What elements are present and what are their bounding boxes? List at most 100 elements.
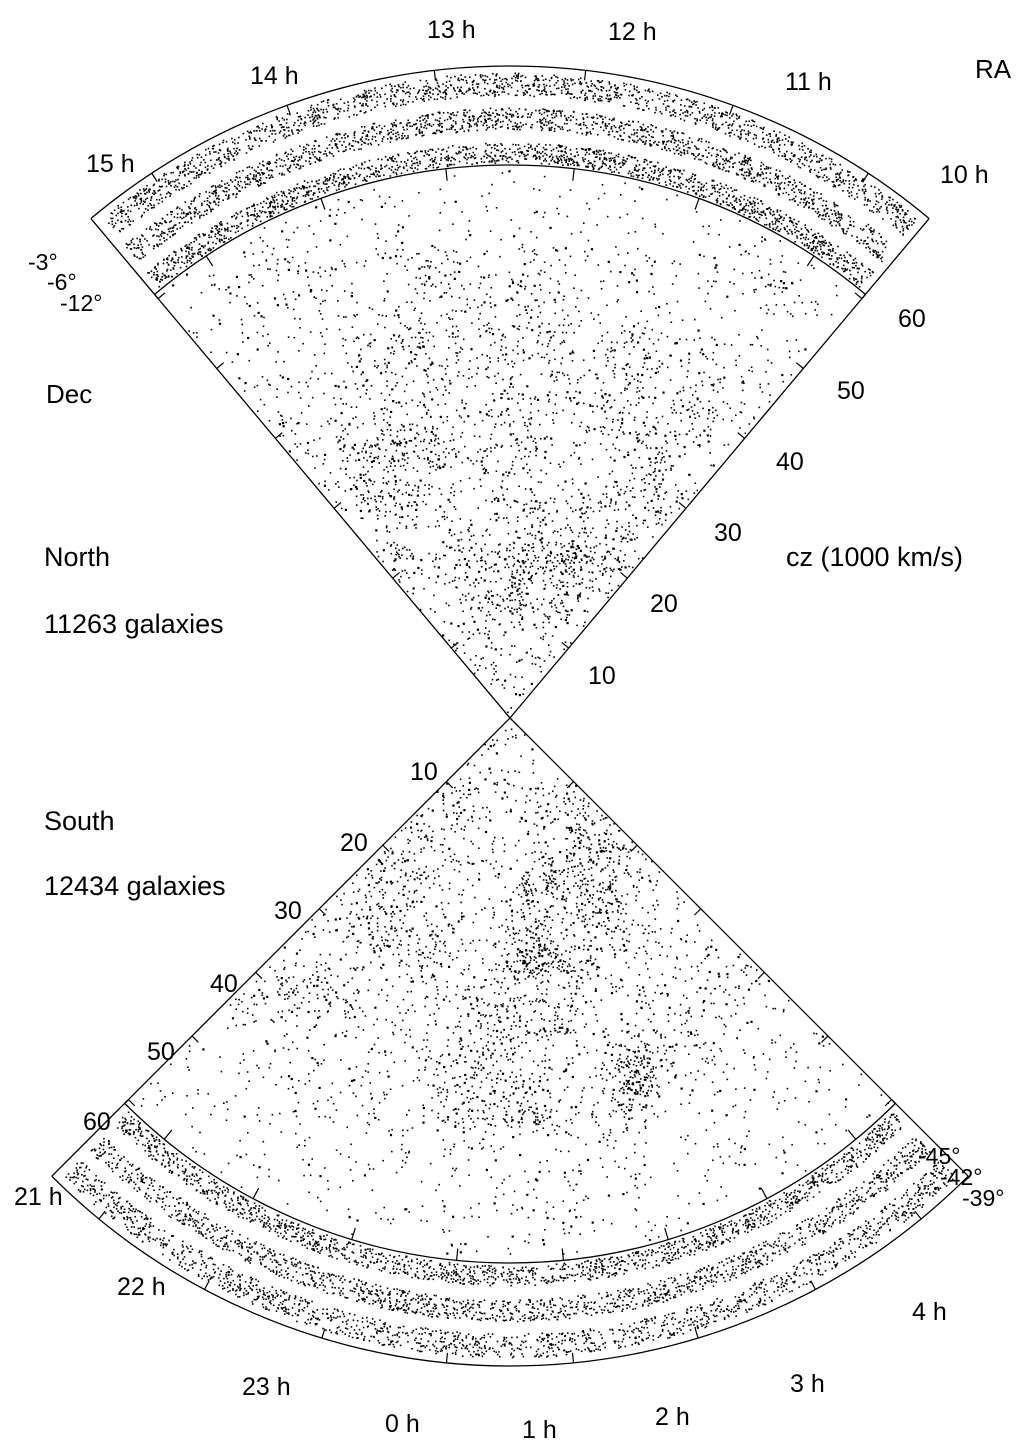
north-galaxy-point [374,495,376,498]
north-galaxy-point [417,455,419,457]
north-galaxy-point [446,358,448,361]
north-strip-galaxy-point [539,118,541,121]
north-galaxy-point [656,367,658,370]
north-galaxy-point [446,365,449,367]
north-strip-galaxy-point [463,109,465,112]
north-galaxy-point [445,602,448,605]
north-galaxy-point [566,517,568,520]
north-galaxy-point [484,632,486,635]
north-galaxy-point [648,257,651,259]
north-strip-galaxy-point [480,120,483,123]
north-strip-galaxy-point [713,179,715,182]
north-strip-galaxy-point [702,186,705,188]
north-galaxy-point [386,408,388,411]
north-strip-galaxy-point [293,188,295,190]
north-strip-galaxy-point [341,182,343,185]
north-galaxy-point [551,520,554,522]
north-galaxy-point [416,470,419,472]
north-strip-galaxy-point [249,214,252,216]
north-galaxy-point [625,537,627,540]
north-galaxy-point [657,453,659,456]
north-strip-galaxy-point [485,112,488,115]
north-strip-galaxy-point [740,196,742,198]
north-strip-galaxy-point [526,149,528,152]
north-galaxy-point [589,404,591,406]
north-galaxy-point [621,325,624,327]
north-galaxy-point [664,519,667,522]
north-strip-galaxy-point [287,199,289,202]
north-galaxy-point [643,332,645,335]
north-strip-galaxy-point [337,177,340,179]
north-galaxy-point [585,586,588,589]
north-galaxy-point [709,452,711,454]
north-galaxy-point [356,504,358,506]
north-strip-galaxy-point [170,210,172,213]
north-strip-galaxy-point [211,192,213,194]
north-galaxy-point [388,424,391,427]
north-galaxy-point [761,240,763,243]
north-strip-galaxy-point [620,166,622,169]
north-galaxy-point [362,447,364,450]
north-galaxy-point [431,244,434,248]
north-galaxy-point [343,316,345,318]
north-galaxy-point [421,416,423,419]
north-strip-galaxy-point [188,206,190,208]
north-galaxy-point [642,522,644,525]
north-strip-galaxy-point [645,128,647,130]
north-strip-galaxy-point [303,180,306,182]
north-galaxy-point [413,309,416,311]
north-galaxy-point [539,423,541,426]
north-galaxy-point [683,445,686,449]
north-galaxy-point [671,283,674,285]
north-galaxy-point [562,331,564,334]
north-galaxy-point [383,433,385,436]
north-galaxy-point [579,592,582,594]
north-galaxy-point [572,546,575,549]
north-galaxy-point [431,461,434,463]
north-galaxy-point [680,399,682,401]
north-strip-galaxy-point [830,209,832,211]
north-galaxy-point [680,419,682,422]
north-strip-galaxy-point [246,207,248,210]
north-strip-galaxy-point [304,200,307,203]
north-galaxy-point [477,582,480,584]
north-galaxy-point [740,375,743,378]
north-galaxy-point [407,484,410,486]
north-galaxy-point [464,579,466,581]
north-galaxy-point [633,419,636,421]
north-strip-galaxy-point [377,170,379,173]
north-strip-galaxy-point [453,163,455,166]
north-galaxy-point [463,558,466,561]
north-galaxy-point [401,554,403,556]
north-galaxy-point [715,409,717,412]
north-strip-galaxy-point [407,152,409,154]
north-strip-galaxy-point [705,182,708,185]
north-galaxy-point [494,304,497,307]
north-strip-galaxy-point [813,236,816,239]
north-strip-galaxy-point [784,228,786,231]
north-galaxy-point [657,421,659,424]
north-galaxy-point [516,608,518,611]
north-strip-galaxy-point [716,184,719,186]
north-strip-galaxy-point [505,111,507,114]
north-strip-galaxy-point [693,189,695,192]
north-strip-galaxy-point [198,235,201,238]
north-strip-galaxy-point [828,254,831,256]
north-galaxy-point [281,230,284,233]
north-galaxy-point [814,309,816,311]
north-strip-galaxy-point [165,258,168,260]
north-strip-galaxy-point [869,251,871,253]
north-strip-galaxy-point [195,237,197,239]
north-galaxy-point [380,205,383,208]
north-galaxy-point [516,327,519,330]
north-strip-galaxy-point [759,173,762,176]
north-strip-galaxy-point [455,122,457,125]
north-galaxy-point [459,564,461,566]
north-galaxy-point [628,366,631,369]
north-strip-galaxy-point [821,242,823,245]
north-galaxy-point [463,652,466,654]
north-galaxy-point [661,523,663,526]
north-galaxy-point [502,378,504,381]
north-galaxy-point [607,592,610,594]
north-strip-galaxy-point [735,189,738,191]
